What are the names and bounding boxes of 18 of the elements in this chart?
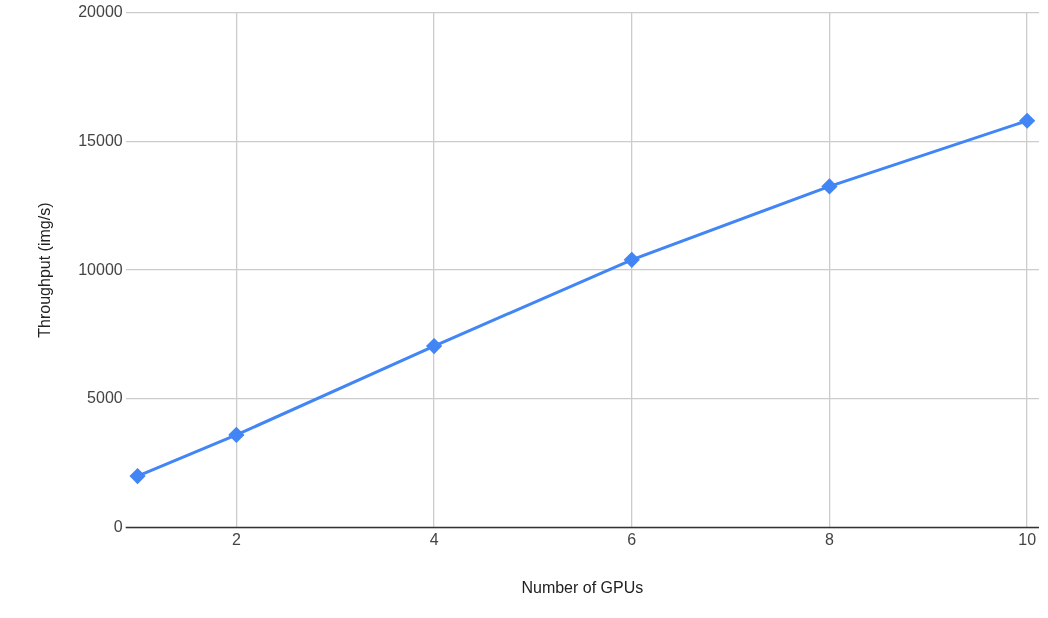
point <box>426 338 442 354</box>
point <box>130 468 146 484</box>
y-tick-label: 10000 <box>78 260 123 278</box>
point <box>1019 113 1035 129</box>
x-tick-label: 8 <box>825 530 834 548</box>
y-tick-label: 0 <box>113 518 123 536</box>
x-tick-label: 4 <box>429 530 439 548</box>
x-tick-label: 2 <box>231 530 241 548</box>
x-axis-title: Number of GPUs <box>521 578 644 596</box>
x-tick-label: 10 <box>1018 530 1037 548</box>
y-tick-label: 5000 <box>87 389 123 407</box>
y-axis-title: Throughput (img/s) <box>36 202 54 338</box>
point <box>228 427 244 443</box>
x-tick-label: 6 <box>627 530 637 548</box>
y-tick-label: 20000 <box>78 3 123 21</box>
y-tick-label: 15000 <box>78 131 123 149</box>
point <box>821 178 837 194</box>
point <box>624 252 640 268</box>
